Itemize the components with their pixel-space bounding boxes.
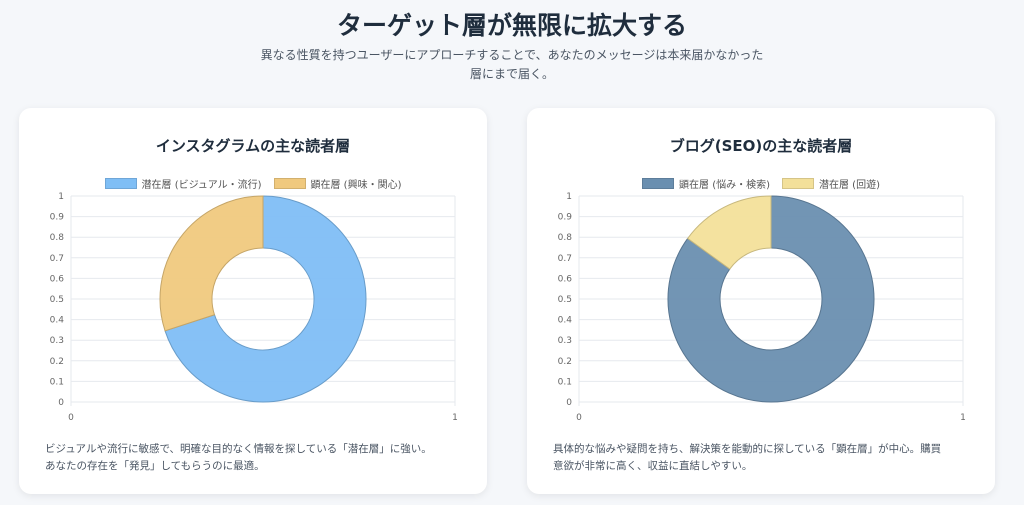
donut-slice[interactable] [164, 195, 367, 403]
x-tick-label: 1 [960, 413, 966, 423]
y-tick-label: 1 [58, 192, 64, 202]
page-title: ターゲット層が無限に拡大する [336, 11, 687, 40]
y-tick-label: 0.7 [50, 254, 64, 264]
description-line-1: ビジュアルや流行に敏感で、明確な目的なく情報を探している「潜在層」に強い。 [45, 443, 432, 455]
y-tick-label: 0.8 [50, 233, 65, 243]
y-tick-label: 0.3 [558, 336, 572, 346]
y-tick-label: 0.2 [50, 357, 64, 367]
y-tick-label: 0.1 [50, 377, 64, 387]
description-line-2: あなたの存在を「発見」してもらうのに最適。 [45, 460, 265, 472]
chart-title: インスタグラムの主な読者層 [155, 137, 351, 155]
chart-legend: 顕在層 (悩み・検索) 潜在層 (回遊) [527, 176, 995, 191]
y-tick-label: 0.8 [558, 233, 573, 243]
y-tick-label: 0.2 [558, 357, 572, 367]
y-tick-label: 0.4 [558, 316, 573, 326]
legend-label: 潜在層 (ビジュアル・流行) [141, 180, 262, 191]
legend-item[interactable]: 潜在層 (ビジュアル・流行) [104, 176, 262, 191]
donut-chart: 0 0.1 0.2 0.3 0.4 0.5 0.6 0.7 0.8 0.9 1 0 1 [50, 192, 458, 423]
y-tick-label: 0.5 [50, 295, 64, 305]
y-tick-label: 0 [566, 398, 572, 408]
legend-item[interactable]: 顕在層 (悩み・検索) [642, 176, 770, 191]
chart-title: ブログ(SEO)の主な読者層 [669, 137, 853, 155]
subtitle-line-2: 層にまで届く。 [469, 67, 554, 81]
subtitle-line-1: 異なる性質を持つユーザーにアプローチすることで、あなたのメッセージは本来届かなか… [260, 48, 764, 62]
chart-legend: 潜在層 (ビジュアル・流行) 顕在層 (興味・関心) [19, 176, 487, 191]
description-line-1: 具体的な悩みや疑問を持ち、解決策を能動的に探している「顕在層」が中心。購買 [553, 443, 942, 455]
legend-label: 潜在層 (回遊) [819, 180, 880, 191]
y-tick-label: 0.6 [50, 274, 65, 284]
legend-swatch [782, 178, 814, 189]
instagram-chart-card: インスタグラムの主な読者層 潜在層 (ビジュアル・流行) 顕在層 (興味・関心)… [19, 108, 487, 494]
donut-slice[interactable] [686, 195, 772, 270]
y-tick-label: 0.1 [558, 377, 572, 387]
chart-description: ビジュアルや流行に敏感で、明確な目的なく情報を探している「潜在層」に強い。 あな… [45, 441, 475, 475]
description-line-2: 意欲が非常に高く、収益に直結しやすい。 [553, 460, 753, 472]
legend-item[interactable]: 顕在層 (興味・関心) [273, 176, 402, 191]
page-subtitle: 異なる性質を持つユーザーにアプローチすることで、あなたのメッセージは本来届かなか… [232, 46, 792, 84]
donut-slice[interactable] [159, 195, 264, 332]
y-tick-label: 0.9 [558, 213, 573, 223]
legend-label: 顕在層 (興味・関心) [310, 180, 402, 191]
legend-item[interactable]: 潜在層 (回遊) [782, 176, 880, 191]
legend-swatch [273, 178, 306, 189]
y-tick-label: 0.5 [558, 295, 572, 305]
y-tick-label: 0.6 [558, 274, 573, 284]
y-tick-label: 0.9 [50, 213, 65, 223]
legend-label: 顕在層 (悩み・検索) [679, 180, 770, 191]
blog-chart-card: ブログ(SEO)の主な読者層 顕在層 (悩み・検索) 潜在層 (回遊) 0 0.1… [527, 108, 995, 494]
x-tick-label: 1 [452, 413, 458, 423]
legend-swatch [104, 178, 137, 189]
chart-description: 具体的な悩みや疑問を持ち、解決策を能動的に探している「顕在層」が中心。購買 意欲… [553, 441, 983, 475]
y-tick-label: 0.4 [50, 316, 65, 326]
y-tick-label: 0 [58, 398, 64, 408]
donut-slice[interactable] [667, 195, 875, 403]
x-tick-label: 0 [68, 413, 74, 423]
donut-chart: 0 0.1 0.2 0.3 0.4 0.5 0.6 0.7 0.8 0.9 1 0 1 [558, 192, 966, 423]
legend-swatch [642, 178, 675, 189]
y-tick-label: 0.7 [558, 254, 572, 264]
y-tick-label: 1 [566, 192, 572, 202]
y-tick-label: 0.3 [50, 336, 64, 346]
x-tick-label: 0 [576, 413, 582, 423]
